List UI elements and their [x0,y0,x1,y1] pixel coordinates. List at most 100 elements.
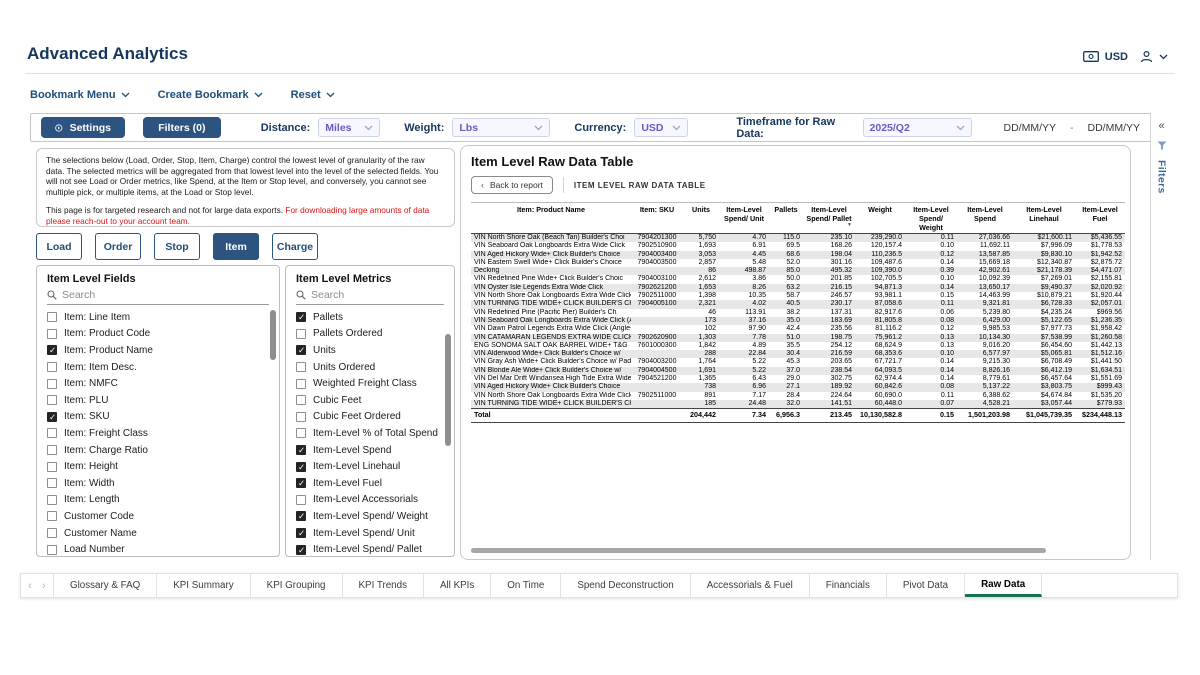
checkbox[interactable] [296,312,306,323]
column-header[interactable]: Weight [855,202,905,234]
list-item[interactable]: Item: Line Item [37,309,279,326]
checkbox[interactable] [296,511,306,522]
tabs-next-icon[interactable]: › [42,579,46,592]
tabs-prev-icon[interactable]: ‹ [28,579,32,592]
timeframe-select[interactable]: 2025/Q2 [862,118,972,137]
table-row[interactable]: VIN Alderwood Wide+ Click Builder's Choi… [471,350,1125,359]
list-item[interactable]: Pallets [286,309,454,326]
reset-dropdown[interactable]: Reset [291,89,335,101]
checkbox[interactable] [47,345,57,356]
table-row[interactable]: VIN Del Mar Drift Windansea High Tide Ex… [471,375,1125,383]
checkbox[interactable] [47,544,57,555]
create-bookmark-dropdown[interactable]: Create Bookmark [158,89,263,101]
date-from-field[interactable]: DD/MM/YY [1003,121,1057,134]
table-row[interactable]: VIN Seaboard Oak Longboards Extra Wide C… [471,316,1125,326]
list-item[interactable]: Item-Level Spend/ Unit [286,525,454,542]
level-button[interactable]: Charge [272,233,318,260]
column-header[interactable]: Units [683,202,719,234]
table-row[interactable]: VIN Seaboard Oak Longboards Extra Wide C… [471,242,1125,250]
table-row[interactable]: VIN Redefined Pine Wide+ Click Builder's… [471,275,1125,283]
table-row[interactable]: VIN North Shore Oak Longboards Extra Wid… [471,392,1125,400]
checkbox[interactable] [296,544,306,556]
list-item[interactable]: Item: Charge Ratio [37,442,279,459]
list-item[interactable]: Item-Level Linehaul [286,458,454,475]
list-item[interactable]: Item-Level Accessorials [286,492,454,509]
list-item[interactable]: Item-Level % of Total Spend [286,425,454,442]
fields-search-input[interactable] [62,289,240,301]
checkbox[interactable] [47,511,57,522]
page-tab[interactable]: KPI Grouping [251,574,343,597]
page-tab[interactable]: Pivot Data [887,574,966,597]
list-item[interactable]: Item: Freight Class [37,425,279,442]
table-row[interactable]: VIN Oyster Isle Legends Extra Wide Click… [471,283,1125,293]
column-header[interactable]: Item-Level Spend [957,202,1013,234]
fields-scrollbar[interactable] [270,310,276,360]
user-icon[interactable] [1140,50,1153,63]
user-menu-chevron-icon[interactable] [1159,54,1168,60]
list-item[interactable]: Item-Level Spend/ Weight [286,508,454,525]
list-item[interactable]: Item: SKU [37,409,279,426]
funnel-icon[interactable] [1157,141,1167,150]
table-row[interactable]: VIN Redefined Pine (Pacific Pier) Builde… [471,309,1125,317]
distance-select[interactable]: Miles [318,118,381,137]
settings-button[interactable]: Settings [41,117,125,138]
column-header[interactable]: Item-Level Spend/ Weight [905,202,957,234]
checkbox[interactable] [296,478,306,489]
list-item[interactable]: Units Ordered [286,359,454,376]
checkbox[interactable] [296,362,306,373]
metrics-scrollbar[interactable] [445,334,451,446]
collapse-pane-icon[interactable]: « [1158,120,1165,132]
table-row[interactable]: Decking 86 498.87 85.0 495.32 109,390.0 0.39 42… [471,267,1125,276]
table-row[interactable]: VIN North Shore Oak (Beach Tan) Builder'… [471,233,1125,243]
page-tab[interactable]: All KPIs [424,574,492,597]
date-to-field[interactable]: DD/MM/YY [1087,121,1141,134]
checkbox[interactable] [296,378,306,389]
column-header[interactable]: Item-Level Fuel [1075,202,1125,234]
column-header[interactable]: Item-Level Spend/ Unit [719,202,769,234]
level-button[interactable]: Item [213,233,259,260]
weight-select[interactable]: Lbs [452,118,551,137]
list-item[interactable]: Item: Product Code [37,326,279,343]
list-item[interactable]: Item: Length [37,492,279,509]
checkbox[interactable] [47,328,57,339]
checkbox[interactable] [47,428,57,439]
table-row[interactable]: VIN Aged Hickory Wide+ Click Builder's C… [471,383,1125,392]
list-item[interactable]: Item-Level Fuel [286,475,454,492]
checkbox[interactable] [47,378,57,389]
back-to-report-button[interactable]: ‹ Back to report [471,176,553,194]
currency-select[interactable]: USD [634,118,689,137]
table-row[interactable]: ENG SONOMA SALT OAK BARREL WIDE+ T&G 7601… [471,342,1125,350]
column-header[interactable]: Item-Level Spend/ Pallet ▼ [803,202,855,234]
level-button[interactable]: Load [36,233,82,260]
currency-badge[interactable]: USD [1104,50,1128,63]
list-item[interactable]: Units [286,342,454,359]
checkbox[interactable] [296,395,306,406]
bookmark-menu-dropdown[interactable]: Bookmark Menu [30,89,130,101]
table-horizontal-scrollbar[interactable] [471,548,1046,553]
checkbox[interactable] [47,445,57,456]
list-item[interactable]: Item-Level Spend [286,442,454,459]
checkbox[interactable] [47,528,57,539]
checkbox[interactable] [296,345,306,356]
list-item[interactable]: Load Number [37,541,279,556]
table-row[interactable]: VIN Gray Ash Wide+ Click Builder's Choic… [471,358,1125,366]
column-header[interactable]: Pallets [769,202,803,234]
list-item[interactable]: Item: Height [37,458,279,475]
checkbox[interactable] [296,461,306,473]
table-row[interactable]: VIN Blonde Ale Wide+ Click Builder's Cho… [471,366,1125,376]
table-row[interactable]: VIN North Shore Oak Longboards Extra Wid… [471,292,1125,300]
checkbox[interactable] [296,494,306,505]
checkbox[interactable] [47,312,57,323]
list-item[interactable]: Item: Product Name [37,342,279,359]
checkbox[interactable] [47,478,57,489]
list-item[interactable]: Cubic Feet [286,392,454,409]
level-button[interactable]: Order [95,233,141,260]
page-tab[interactable]: Raw Data [965,574,1043,597]
checkbox[interactable] [47,362,57,373]
list-item[interactable]: Item: Width [37,475,279,492]
filters-rail-label[interactable]: Filters [1155,160,1168,194]
checkbox[interactable] [47,494,57,505]
list-item[interactable]: Pallets Ordered [286,326,454,343]
list-item[interactable]: Weighted Freight Class [286,375,454,392]
column-header[interactable]: Item-Level Linehaul [1013,202,1075,234]
